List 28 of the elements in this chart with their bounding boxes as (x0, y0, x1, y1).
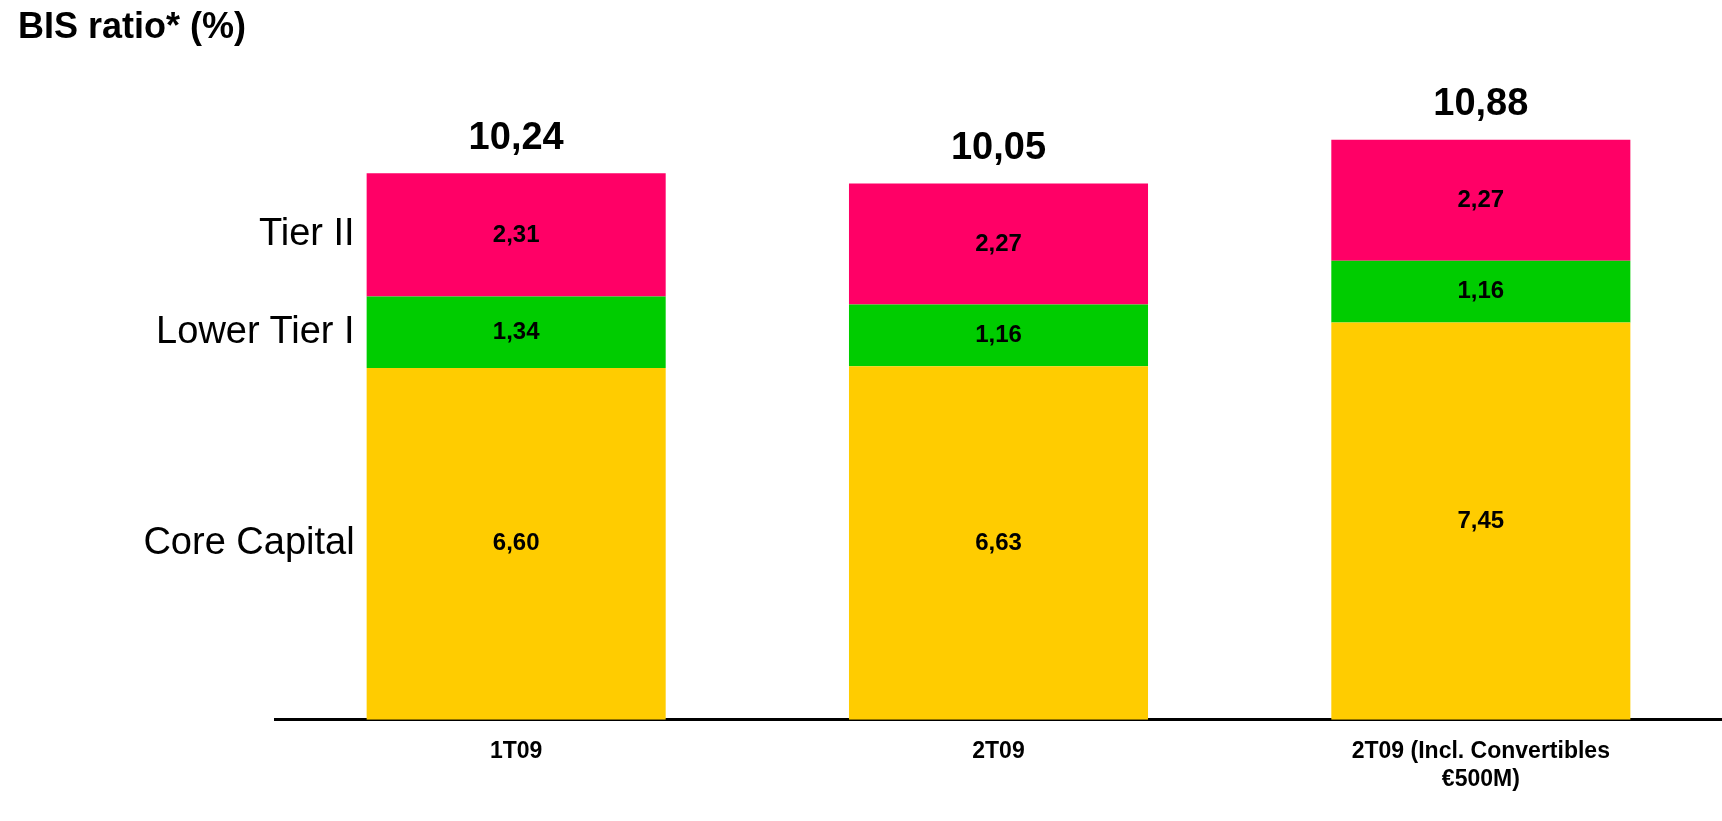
bar (1331, 260, 1631, 323)
bar (366, 173, 666, 297)
data-label: 1,34 (492, 316, 541, 344)
x-tick-label: 2T09 (Incl. Convertibles €500M) (1351, 736, 1610, 791)
series-label: Tier II (258, 211, 355, 254)
bar (1331, 322, 1631, 720)
series-label: Core Capital (143, 520, 355, 563)
data-label: 2,31 (492, 219, 540, 247)
x-tick-label: 1T09 (489, 736, 543, 763)
bar (366, 367, 666, 720)
series-label: Lower Tier I (156, 308, 355, 351)
data-label: 2,27 (975, 228, 1022, 256)
chart-title: BIS ratio* (%) (18, 4, 247, 46)
bar (848, 183, 1149, 305)
total-label: 10,24 (468, 114, 564, 157)
data-label: 6,60 (492, 528, 540, 556)
data-label: 6,63 (975, 527, 1022, 555)
data-label: 1,16 (1457, 276, 1505, 304)
total-label: 10,88 (1433, 81, 1529, 124)
bar (366, 296, 666, 368)
bar (848, 366, 1149, 720)
bar (1331, 139, 1631, 261)
total-label: 10,05 (950, 124, 1047, 167)
x-tick-label: 2T09 (972, 736, 1025, 763)
data-label: 2,27 (1457, 184, 1505, 212)
data-label: 1,16 (975, 320, 1022, 348)
data-label: 7,45 (1457, 505, 1505, 533)
bar (848, 304, 1149, 367)
